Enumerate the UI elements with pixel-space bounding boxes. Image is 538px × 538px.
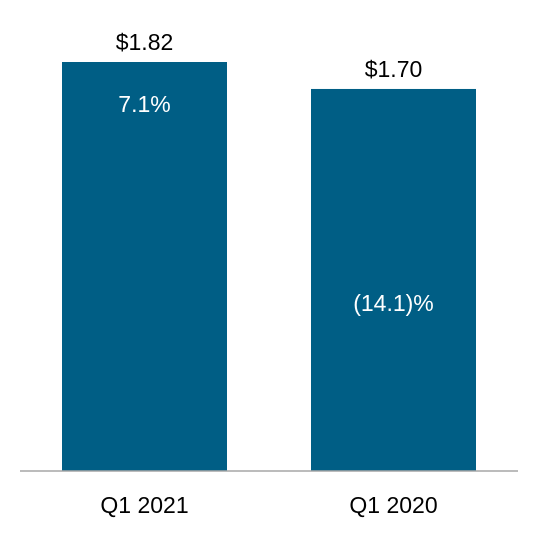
value-label-1: $1.82 [116,29,174,55]
labels-group: $1.82 7.1% Q1 2021 $1.70 (14.1)% Q1 2020 [100,29,437,518]
x-tick-label-2: Q1 2020 [349,492,437,518]
bars-group [62,62,476,471]
bar-1 [62,62,227,471]
value-label-2: $1.70 [365,56,423,82]
x-tick-label-1: Q1 2021 [100,492,188,518]
bar-2 [311,88,476,471]
change-label-2: (14.1)% [353,290,434,316]
change-label-1: 7.1% [118,91,170,117]
